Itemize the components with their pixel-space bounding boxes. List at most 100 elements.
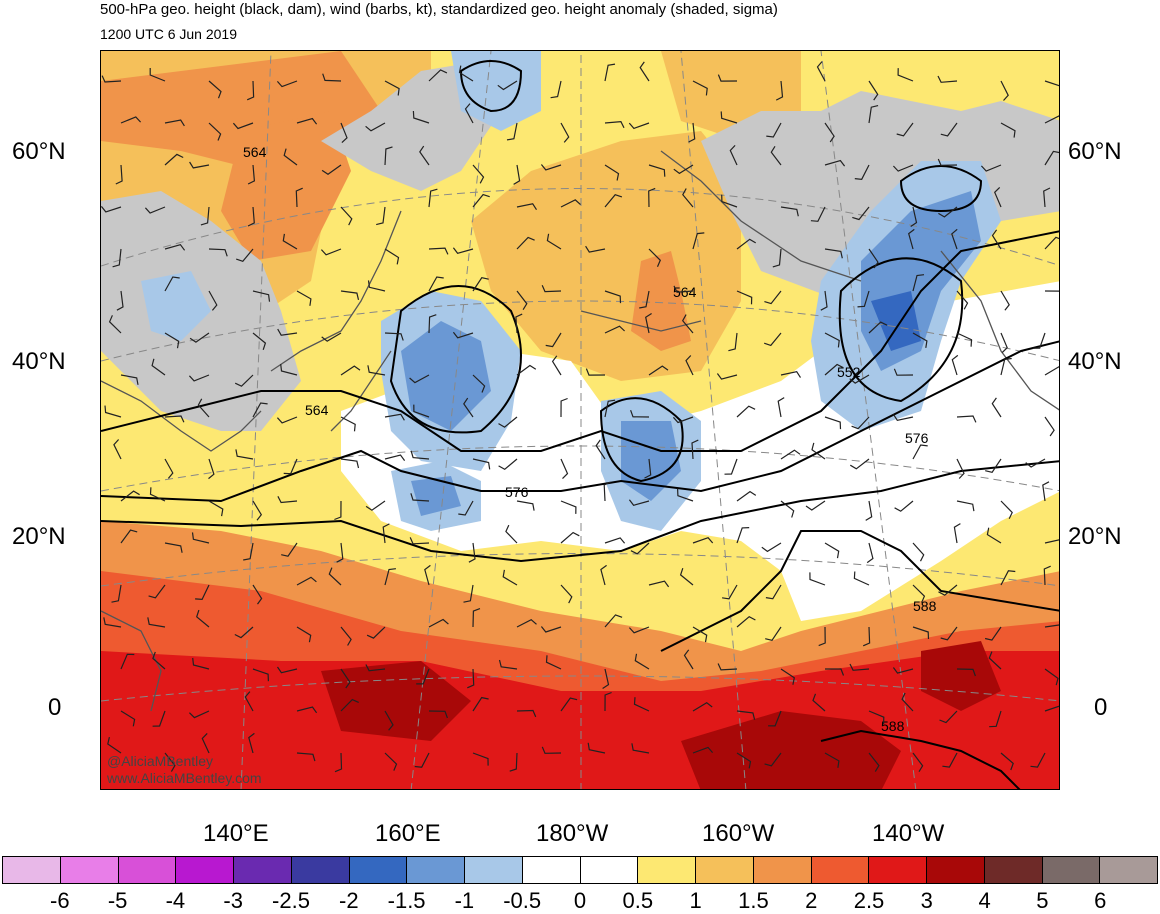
wind-barb [208, 80, 222, 99]
anomaly-midblue-south [411, 476, 461, 516]
wind-barb [164, 153, 184, 166]
contour-label: 564 [243, 144, 267, 160]
contour-588 [660, 530, 1059, 652]
contour-low-dateline [599, 397, 684, 483]
wind-barb [340, 365, 361, 376]
wind-barb [112, 248, 122, 268]
wind-barb [1000, 570, 1016, 586]
anomaly-blue-china [141, 271, 211, 341]
wind-barb [107, 736, 122, 754]
wind-barb [545, 332, 562, 348]
wind-barb [717, 663, 738, 671]
colorbar-tick-label: -5 [107, 888, 128, 913]
colorbar-swatch [349, 857, 408, 883]
wind-barb [509, 752, 518, 772]
wind-barb [208, 122, 222, 141]
wind-barb [648, 365, 669, 376]
wind-barb [1000, 500, 1013, 520]
gray-region-alaska [701, 91, 1059, 301]
wind-barb [382, 523, 390, 544]
wind-barb [865, 500, 873, 521]
wind-barb [768, 710, 782, 727]
wind-barb [321, 332, 342, 342]
wind-barb [692, 746, 714, 754]
wind-barb [282, 233, 298, 250]
wind-barb [108, 315, 122, 334]
wind-barb [1044, 539, 1059, 544]
wind-barb [1044, 80, 1059, 87]
wind-barb [692, 626, 708, 643]
wind-barb [545, 655, 562, 670]
wind-barb [365, 122, 386, 132]
wind-barb [688, 122, 696, 143]
wind-barb [472, 277, 489, 292]
wind-barb [296, 576, 317, 586]
wind-barb [384, 248, 400, 265]
wind-barb [854, 164, 870, 180]
wind-barb [770, 145, 782, 166]
wind-barb [334, 752, 343, 773]
wind-barb [164, 276, 180, 292]
wind-barb [246, 80, 255, 101]
wind-barb [413, 404, 430, 418]
wind-barb [151, 358, 166, 376]
wind-barb [283, 458, 298, 475]
wind-barb [912, 274, 925, 292]
height-contours [101, 60, 1059, 789]
wind-barb [164, 752, 176, 772]
wind-barb [942, 752, 958, 768]
wind-barb [628, 499, 650, 506]
wind-barb [1044, 290, 1059, 292]
wind-barb [630, 409, 650, 418]
wind-barb [673, 164, 694, 175]
wind-barb [296, 706, 318, 714]
wind-barb [147, 617, 166, 628]
wind-barb [410, 493, 430, 502]
wind-barb [648, 164, 666, 177]
colorbar-swatch [176, 857, 234, 883]
wind-barb [428, 276, 444, 292]
wind-barb [604, 63, 616, 82]
wind-barb [188, 374, 210, 382]
wind-barb [1044, 150, 1059, 166]
wind-barb [894, 500, 914, 512]
wind-barb [604, 537, 626, 544]
wind-barb [816, 61, 826, 82]
colorbar-swatch [234, 857, 292, 883]
wind-barb [648, 580, 670, 588]
contour-label-group: 564 564 564 552 576 576 588 588 [243, 144, 937, 734]
wind-barb [595, 439, 606, 460]
wind-barb [692, 536, 714, 544]
wind-barb [320, 248, 342, 256]
colorbar-tick-label: 0 [573, 888, 587, 913]
wind-barb [235, 449, 254, 460]
wind-barb [277, 328, 298, 336]
contour-588-south [820, 729, 1021, 789]
wind-barb [910, 206, 918, 227]
wind-barb [866, 542, 874, 564]
wind-barb [991, 229, 1002, 250]
wind-barb [340, 290, 360, 301]
wind-barb [277, 496, 298, 504]
wind-barb [296, 752, 316, 762]
wind-barb [862, 626, 871, 647]
wind-barb [472, 164, 485, 184]
wind-barb [825, 668, 845, 676]
wind-barb [937, 158, 958, 167]
wind-barb [1000, 122, 1016, 138]
colorbar-swatch [1042, 857, 1101, 883]
wind-barb [252, 500, 263, 521]
wind-barb [464, 103, 474, 124]
wind-barb [631, 743, 650, 754]
wind-barb [111, 584, 122, 603]
wind-barb [639, 61, 650, 82]
wind-barb [458, 500, 474, 516]
wind-barb [912, 542, 925, 562]
contour-low-arctic [459, 60, 523, 113]
wind-barb [497, 80, 518, 91]
wind-barb [1000, 752, 1014, 771]
anomaly-darkblue-gulf [871, 291, 921, 351]
wind-barb [560, 500, 577, 514]
wind-barb [340, 458, 360, 469]
wind-barb [502, 569, 518, 586]
